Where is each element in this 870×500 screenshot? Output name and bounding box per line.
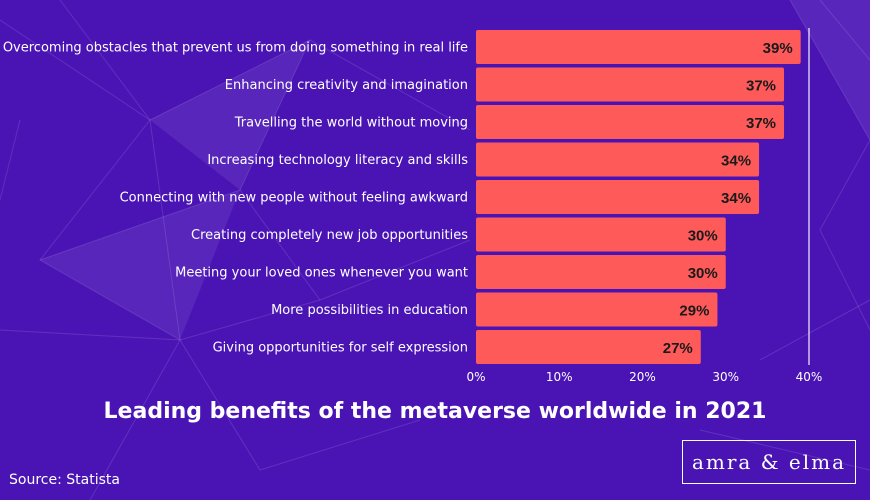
value-label: 39% (763, 40, 793, 57)
bar (476, 330, 701, 364)
value-label: 29% (679, 303, 709, 320)
bar-chart: Overcoming obstacles that prevent us fro… (3, 28, 822, 384)
source-text: Source: Statista (9, 472, 120, 488)
bar (476, 142, 760, 177)
bar (476, 67, 785, 102)
bar (476, 217, 726, 252)
category-label: Overcoming obstacles that prevent us fro… (3, 41, 468, 56)
x-tick-label: 30% (712, 370, 739, 384)
category-label: Travelling the world without moving (234, 116, 468, 131)
value-label: 37% (746, 115, 776, 132)
bar (476, 180, 760, 214)
value-label: 27% (663, 340, 693, 357)
x-tick-label: 0% (466, 370, 485, 384)
bar (476, 292, 718, 327)
category-label: Increasing technology literacy and skill… (207, 153, 468, 168)
value-label: 34% (721, 190, 751, 207)
x-tick-label: 20% (629, 370, 656, 384)
value-label: 37% (746, 78, 776, 95)
x-tick-label: 10% (546, 370, 573, 384)
category-label: Giving opportunities for self expression (213, 341, 468, 356)
category-label: Enhancing creativity and imagination (225, 78, 468, 93)
x-axis-ticks: 0% 10% 20% 30% 40% (466, 28, 822, 384)
category-label: More possibilities in education (271, 303, 468, 318)
x-tick-label: 40% (796, 370, 823, 384)
category-label: Meeting your loved ones whenever you wan… (175, 266, 468, 281)
category-label: Connecting with new people without feeli… (120, 191, 468, 206)
bars (476, 30, 801, 364)
value-labels: 39% 37% 37% 34% 34% 30% 30% 29% 27% (663, 40, 793, 357)
bar (476, 30, 801, 64)
category-labels: Overcoming obstacles that prevent us fro… (3, 41, 468, 356)
bar (476, 255, 726, 289)
bar (476, 105, 785, 139)
category-label: Creating completely new job opportunitie… (191, 228, 468, 243)
value-label: 34% (721, 153, 751, 170)
value-label: 30% (688, 228, 718, 245)
chart-title: Leading benefits of the metaverse worldw… (103, 399, 767, 424)
value-label: 30% (688, 265, 718, 282)
brand-logo: amra & elma (682, 440, 856, 484)
